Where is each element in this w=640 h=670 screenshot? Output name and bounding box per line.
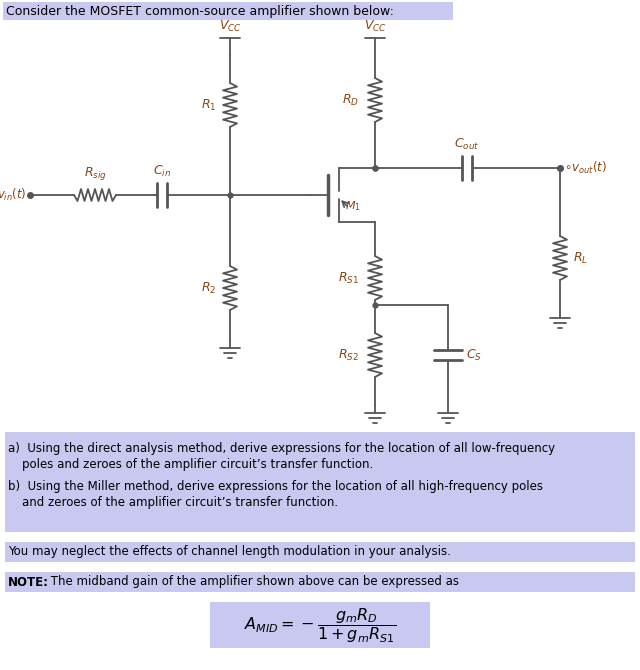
- Text: The midband gain of the amplifier shown above can be expressed as: The midband gain of the amplifier shown …: [47, 576, 459, 588]
- Text: NOTE:: NOTE:: [8, 576, 49, 588]
- Text: $R_{sig}$: $R_{sig}$: [84, 165, 106, 182]
- FancyBboxPatch shape: [5, 572, 635, 592]
- Text: You may neglect the effects of channel length modulation in your analysis.: You may neglect the effects of channel l…: [8, 545, 451, 559]
- Text: $R_1$: $R_1$: [200, 97, 216, 113]
- Text: Consider the MOSFET common-source amplifier shown below:: Consider the MOSFET common-source amplif…: [6, 5, 394, 17]
- FancyBboxPatch shape: [210, 602, 430, 648]
- FancyBboxPatch shape: [5, 542, 635, 562]
- Text: $v_{in}(t)$: $v_{in}(t)$: [0, 187, 27, 203]
- Text: $C_{in}$: $C_{in}$: [153, 164, 171, 179]
- FancyBboxPatch shape: [3, 2, 453, 20]
- FancyBboxPatch shape: [5, 432, 635, 532]
- Text: $C_{out}$: $C_{out}$: [454, 137, 479, 152]
- Text: and zeroes of the amplifier circuit’s transfer function.: and zeroes of the amplifier circuit’s tr…: [22, 496, 338, 509]
- Text: $R_{S1}$: $R_{S1}$: [338, 271, 359, 285]
- Text: $R_D$: $R_D$: [342, 92, 359, 108]
- Text: $V_{CC}$: $V_{CC}$: [364, 19, 387, 34]
- Text: $R_L$: $R_L$: [573, 251, 588, 265]
- Text: poles and zeroes of the amplifier circuit’s transfer function.: poles and zeroes of the amplifier circui…: [22, 458, 373, 471]
- Text: $R_{S2}$: $R_{S2}$: [338, 348, 359, 362]
- Text: $C_S$: $C_S$: [466, 348, 482, 362]
- Text: $R_2$: $R_2$: [201, 281, 216, 295]
- Text: $M_1$: $M_1$: [345, 199, 361, 213]
- Text: $V_{CC}$: $V_{CC}$: [219, 19, 241, 34]
- Text: $\circ v_{out}(t)$: $\circ v_{out}(t)$: [564, 160, 607, 176]
- Text: $A_{MID} = -\dfrac{g_m R_D}{1 + g_m R_{S1}}$: $A_{MID} = -\dfrac{g_m R_D}{1 + g_m R_{S…: [244, 606, 396, 645]
- Text: a)  Using the direct analysis method, derive expressions for the location of all: a) Using the direct analysis method, der…: [8, 442, 555, 455]
- Text: b)  Using the Miller method, derive expressions for the location of all high-fre: b) Using the Miller method, derive expre…: [8, 480, 543, 493]
